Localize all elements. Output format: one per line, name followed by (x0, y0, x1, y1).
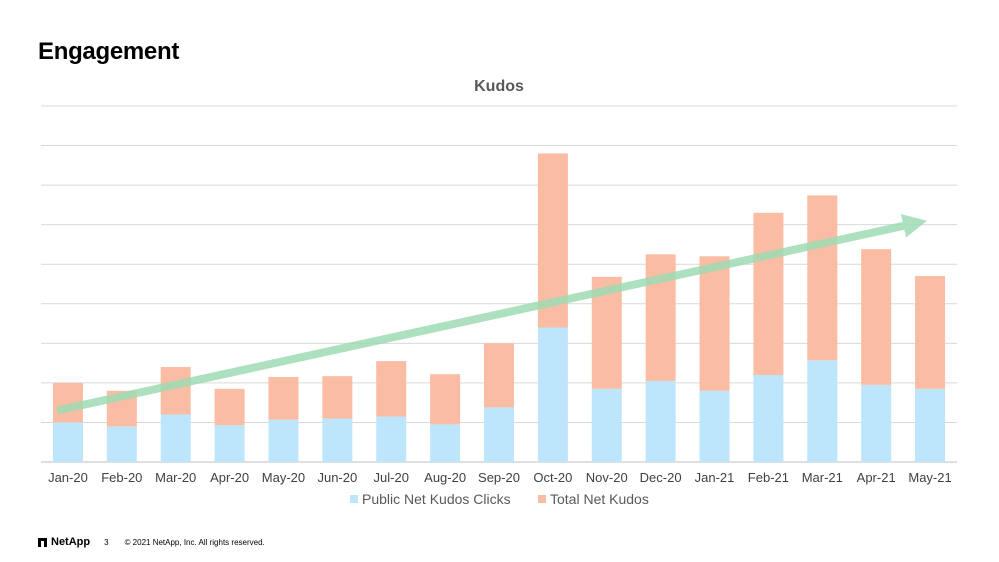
x-tick-label: Aug-20 (424, 470, 466, 485)
bar-public-clicks (807, 360, 838, 462)
bar-total-kudos (268, 376, 299, 420)
legend-label: Total Net Kudos (550, 491, 649, 507)
footer: NetApp 3 © 2021 NetApp, Inc. All rights … (38, 535, 265, 549)
bar-public-clicks (915, 388, 946, 462)
bar-public-clicks (322, 418, 353, 462)
x-tick-label: Nov-20 (586, 470, 628, 485)
bar-total-kudos (699, 256, 730, 391)
trend-arrow (56, 214, 927, 415)
bar-public-clicks (537, 327, 568, 462)
copyright: © 2021 NetApp, Inc. All rights reserved. (124, 537, 265, 547)
bar-total-kudos (430, 374, 461, 425)
trend-arrow-head (900, 214, 927, 238)
x-tick-label: Feb-20 (101, 470, 142, 485)
x-tick-label: Oct-20 (533, 470, 572, 485)
legend: Public Net Kudos Clicks Total Net Kudos (350, 491, 649, 507)
x-tick-label: Jan-20 (48, 470, 88, 485)
bar-public-clicks (591, 388, 622, 462)
x-tick-label: Dec-20 (640, 470, 682, 485)
bar-total-kudos (861, 249, 892, 385)
x-tick-label: May-20 (262, 470, 305, 485)
x-tick-label: Jul-20 (374, 470, 409, 485)
x-tick-label: Apr-21 (857, 470, 896, 485)
x-tick-label: Jan-21 (695, 470, 735, 485)
bar-public-clicks (861, 384, 892, 462)
bar-public-clicks (160, 414, 191, 462)
x-tick-label: May-21 (908, 470, 951, 485)
bar-public-clicks (484, 407, 514, 462)
legend-swatch (350, 495, 358, 503)
bar-total-kudos (376, 361, 407, 417)
bar-total-kudos (484, 343, 514, 408)
bar-public-clicks (376, 416, 407, 462)
x-tick-label: Jun-20 (317, 470, 357, 485)
kudos-chart: Kudos Jan-20 Feb-20 Mar-20 Apr-20 May-20 Jun-… (41, 78, 957, 507)
x-tick-label: Feb-21 (748, 470, 789, 485)
x-tick-label: Mar-20 (155, 470, 196, 485)
chart-title: Kudos (474, 78, 524, 95)
x-axis-labels: Jan-20 Feb-20 Mar-20 Apr-20 May-20 Jun-20 Jul-… (48, 470, 952, 485)
logo-text: NetApp (51, 536, 91, 548)
netapp-logo: NetApp (38, 536, 90, 548)
bar-public-clicks (214, 425, 245, 462)
x-tick-label: Mar-21 (802, 470, 843, 485)
netapp-logo-icon (38, 537, 47, 547)
trend-arrow-shaft (56, 221, 905, 415)
bar-public-clicks (106, 426, 137, 462)
bar-public-clicks (645, 380, 676, 462)
bar-total-kudos (322, 376, 353, 419)
bar-total-kudos (214, 388, 245, 426)
bar-total-kudos (807, 195, 838, 361)
x-tick-label: Sep-20 (478, 470, 520, 485)
bar-total-kudos (915, 276, 946, 389)
bar-public-clicks (753, 374, 784, 462)
bar-public-clicks (268, 419, 299, 462)
bars (52, 153, 946, 462)
bar-public-clicks (52, 422, 83, 462)
slide-title: Engagement (38, 38, 180, 65)
bar-public-clicks (430, 424, 461, 462)
bar-public-clicks (699, 390, 730, 462)
page-number: 3 (104, 537, 109, 547)
bar-total-kudos (753, 212, 784, 375)
legend-swatch (538, 495, 546, 503)
legend-label: Public Net Kudos Clicks (362, 491, 511, 507)
x-tick-label: Apr-20 (210, 470, 249, 485)
